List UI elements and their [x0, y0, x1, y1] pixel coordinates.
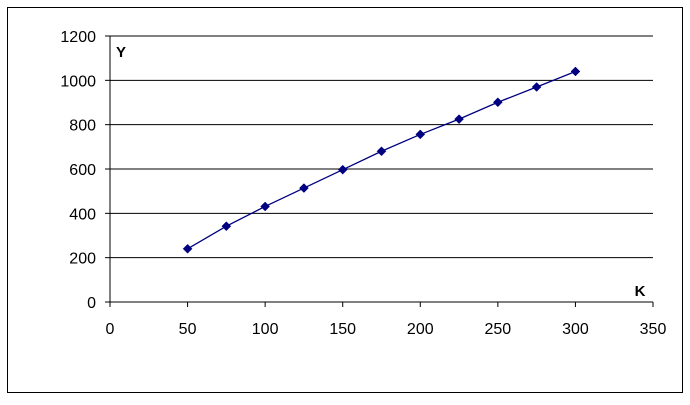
data-point-125: [299, 183, 309, 193]
x-tick-label: 200: [407, 321, 434, 338]
tick-labels: 0 200 400 600 800 1000 1200 0 50 100 150 200 250 300 3…: [60, 29, 666, 338]
series: [182, 66, 581, 254]
y-tick-label: 0: [87, 295, 96, 312]
data-point-300: [570, 66, 581, 77]
axes: [105, 35, 654, 307]
y-tick-label: 800: [69, 118, 96, 135]
x-axis-title: K: [635, 283, 646, 300]
y-tick-label: 1200: [60, 29, 96, 46]
data-point-50: [182, 243, 193, 254]
x-tick-label: 150: [329, 321, 356, 338]
chart-border: [7, 7, 683, 393]
y-axis-title: Y: [116, 44, 126, 61]
x-tick-label: 250: [485, 321, 512, 338]
data-point-150: [337, 164, 348, 175]
data-point-200: [415, 129, 426, 140]
x-tick-label: 50: [179, 321, 197, 338]
x-tick-label: 300: [562, 321, 589, 338]
x-tick-label: 350: [640, 321, 667, 338]
data-point-75: [221, 221, 232, 232]
y-tick-label: 1000: [60, 73, 96, 90]
data-point-175: [376, 146, 387, 157]
data-point-100: [260, 201, 270, 212]
y-tick-label: 600: [69, 162, 96, 179]
data-point-250: [493, 97, 503, 108]
x-tick-label: 0: [106, 321, 115, 338]
data-point-225: [454, 114, 464, 124]
data-point-275: [531, 82, 542, 92]
y-tick-label: 200: [69, 251, 96, 268]
gridlines: [110, 35, 653, 259]
x-tick-label: 100: [252, 321, 279, 338]
y-tick-label: 400: [69, 206, 96, 223]
